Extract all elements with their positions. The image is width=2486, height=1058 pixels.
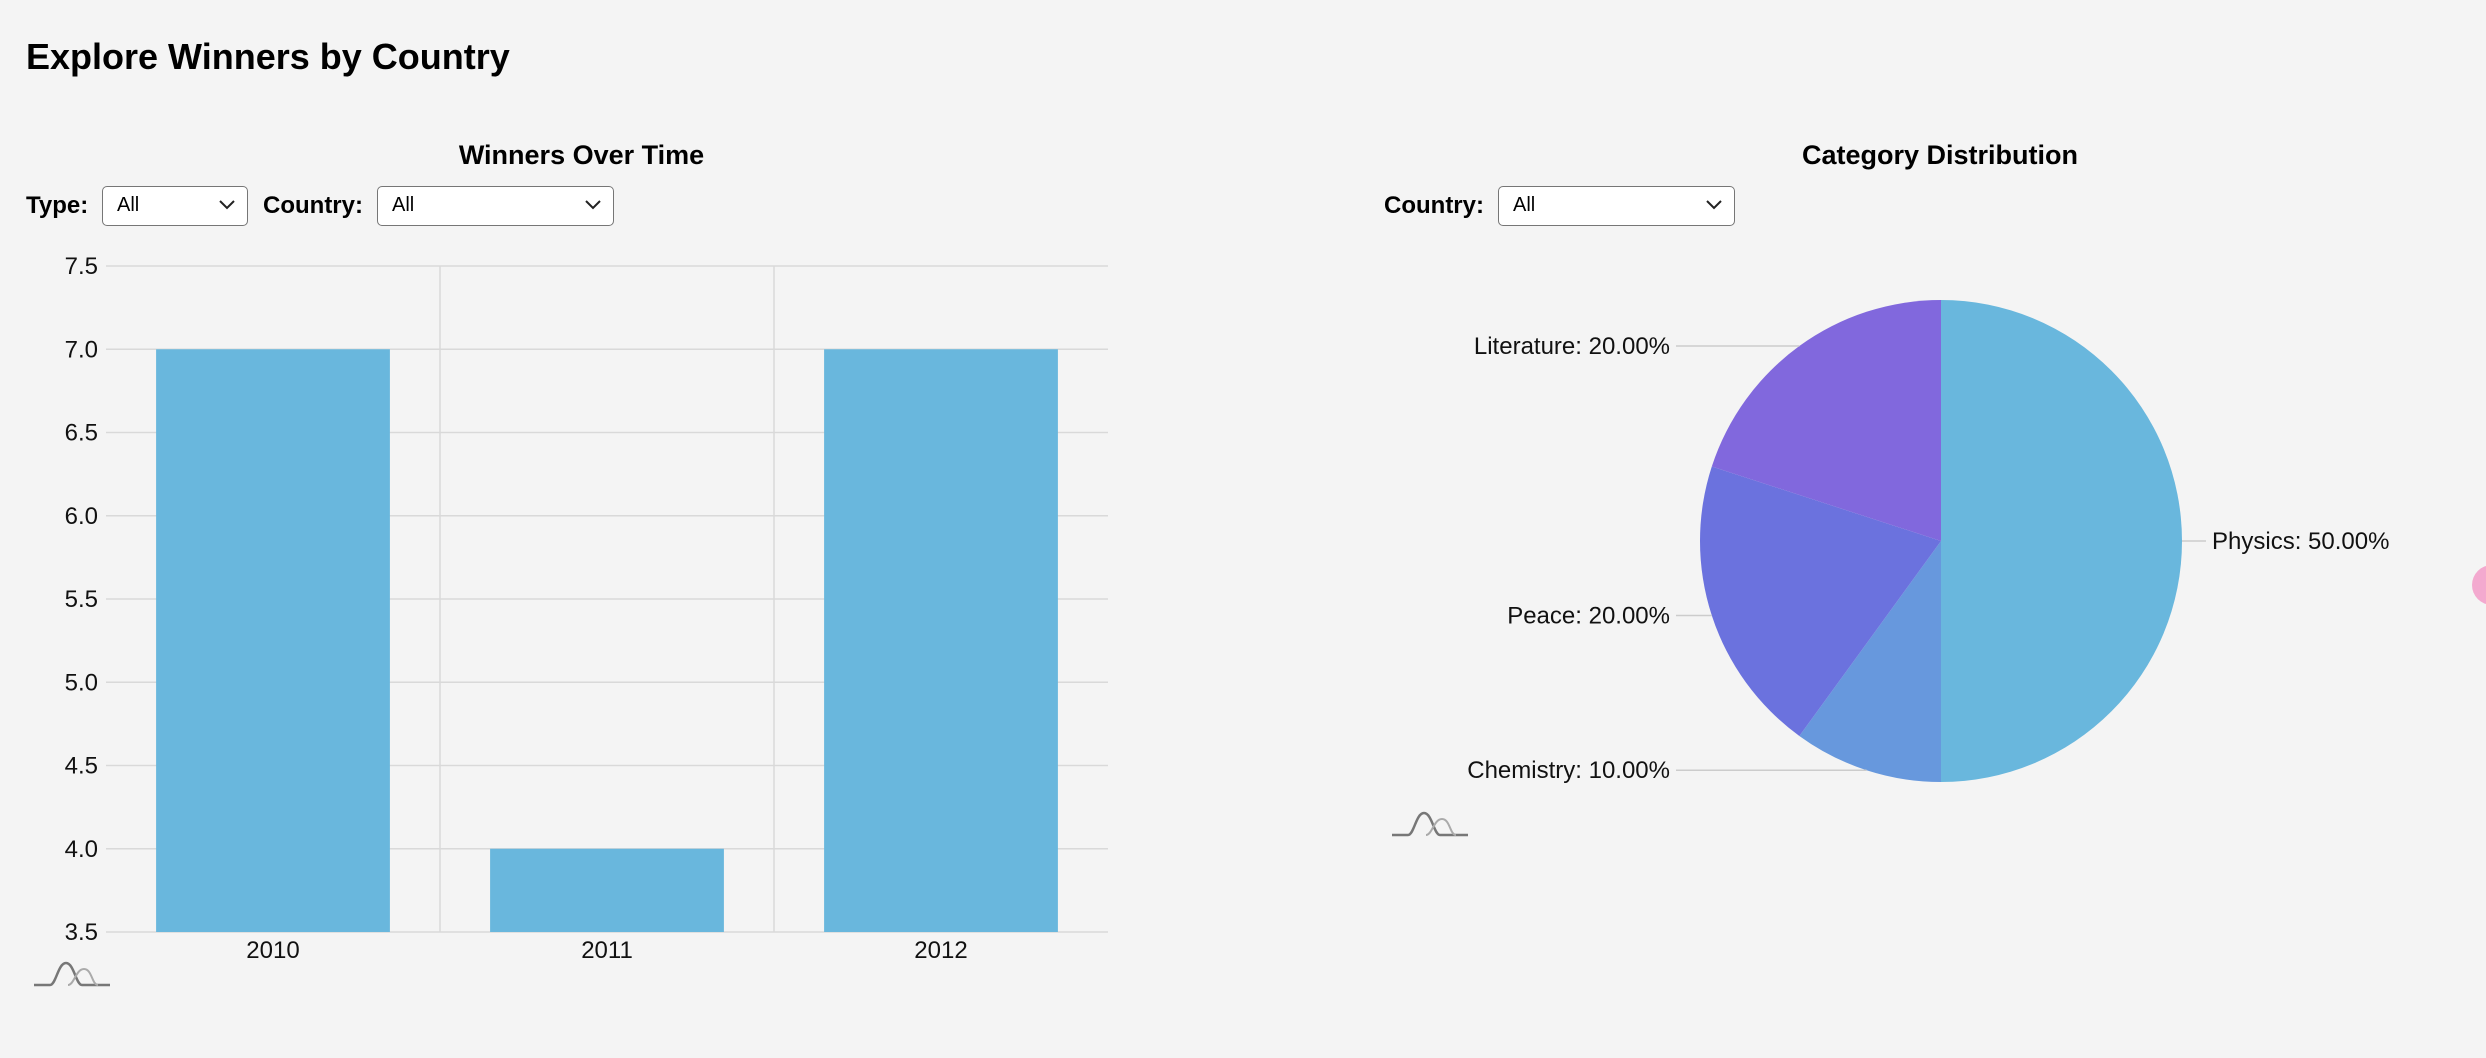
y-tick-label: 5.5 <box>65 586 98 613</box>
y-tick-label: 6.0 <box>65 503 98 530</box>
country-select-value: All <box>392 194 415 216</box>
pie-slice-label: Chemistry: 10.00% <box>1467 757 1670 784</box>
country-select[interactable]: All <box>377 186 614 226</box>
pie-slice-label: Physics: 50.00% <box>2212 528 2389 555</box>
pie-chart-title: Category Distribution <box>1801 140 2078 170</box>
floating-button[interactable] <box>2472 565 2486 605</box>
pie-slice-2[interactable] <box>1700 466 1941 736</box>
y-tick-label: 4.0 <box>65 836 98 863</box>
bar-2012[interactable] <box>824 349 1058 932</box>
type-select[interactable]: All <box>102 186 248 226</box>
bar-chart-title: Winners Over Time <box>458 140 705 170</box>
pie-slice-label: Peace: 20.00% <box>1507 602 1670 629</box>
x-tick-label: 2012 <box>914 937 967 964</box>
y-tick-label: 6.5 <box>65 420 98 447</box>
y-tick-label: 7.0 <box>65 336 98 363</box>
x-tick-label: 2010 <box>246 937 299 964</box>
country-label: Country: <box>263 192 363 219</box>
pie-slice-3[interactable] <box>1711 300 1941 541</box>
pie-country-select-value: All <box>1513 194 1536 216</box>
bar-chart: 7.5 7.0 6.5 6.0 5.5 5.0 4.5 4.0 3.5 2010 2011 2012 <box>65 253 1108 964</box>
chevron-down-icon <box>1706 200 1722 210</box>
wave-icon[interactable] <box>32 955 112 989</box>
pie-slice-0[interactable] <box>1941 300 2182 782</box>
bar-2011[interactable] <box>490 848 724 932</box>
bar-2010[interactable] <box>156 349 390 932</box>
y-tick-label: 7.5 <box>65 253 98 280</box>
type-select-value: All <box>117 194 140 216</box>
y-tick-label: 5.0 <box>65 669 98 696</box>
type-label: Type: <box>26 192 89 219</box>
pie-chart: Physics: 50.00% Chemistry: 10.00% Peace: 2… <box>1467 300 2389 784</box>
pie-country-select[interactable]: All <box>1498 186 1735 226</box>
pie-country-label: Country: <box>1384 192 1484 219</box>
wave-icon[interactable] <box>1390 805 1470 839</box>
chevron-down-icon <box>219 200 235 210</box>
y-tick-label: 3.5 <box>65 919 98 946</box>
chevron-down-icon <box>585 200 601 210</box>
pie-slice-label: Literature: 20.00% <box>1474 333 1670 360</box>
x-tick-label: 2011 <box>581 937 633 964</box>
pie-slice-1[interactable] <box>1799 541 1941 782</box>
page-title: Explore Winners by Country <box>26 36 510 77</box>
y-tick-label: 4.5 <box>65 753 98 780</box>
